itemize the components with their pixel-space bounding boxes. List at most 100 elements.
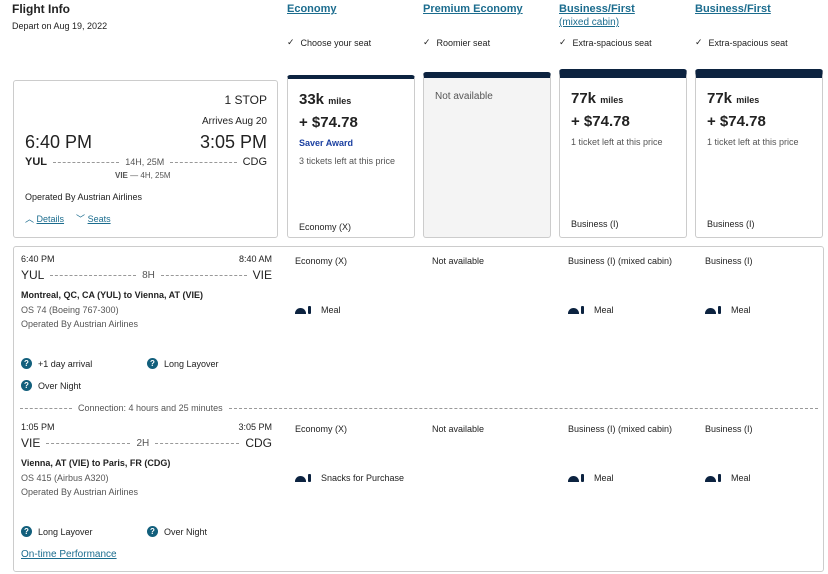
meal-icon xyxy=(295,474,313,482)
tickets-left: 3 tickets left at this price xyxy=(299,156,396,166)
segment-cabin: Business (I) xyxy=(705,256,753,266)
column-header-sub[interactable]: (mixed cabin) xyxy=(559,17,620,28)
segment-meal: Snacks for Purchase xyxy=(295,473,404,483)
details-toggle[interactable]: ︿ Details xyxy=(25,214,65,224)
column-header-link[interactable]: Premium Economy xyxy=(423,3,523,15)
segment-meal: Meal xyxy=(568,473,614,483)
segment-depart-time: 1:05 PM xyxy=(21,422,55,432)
segment-meal: Meal xyxy=(295,305,341,315)
segment-note[interactable]: ? Long Layover xyxy=(21,526,93,537)
meal-icon xyxy=(568,474,586,482)
segment-note[interactable]: ? Over Night xyxy=(147,526,207,537)
segment-flight: OS 74 (Boeing 767-300) xyxy=(21,305,119,315)
column-economy: Economy ✓ Choose your seat xyxy=(287,2,415,48)
help-icon[interactable]: ? xyxy=(147,526,158,537)
segment-note[interactable]: ? +1 day arrival xyxy=(21,358,92,369)
fare-card-business[interactable]: 77k miles + $74.78 1 ticket left at this… xyxy=(695,69,823,238)
segment-operated: Operated By Austrian Airlines xyxy=(21,487,139,497)
connection-text: Connection: 4 hours and 25 minutes xyxy=(78,403,223,413)
segment-note[interactable]: ? Over Night xyxy=(21,380,81,391)
fare-price: + $74.78 xyxy=(707,113,766,130)
fare-miles: 77k miles xyxy=(707,90,760,107)
fare-price: + $74.78 xyxy=(571,113,630,130)
flight-details-panel xyxy=(13,246,824,572)
depart-time: 6:40 PM xyxy=(25,132,93,152)
segment-duration: 2H xyxy=(136,437,150,449)
meal-icon xyxy=(295,306,313,314)
fare-card-economy[interactable]: 33k miles + $74.78 Saver Award 3 tickets… xyxy=(287,75,415,238)
help-icon[interactable]: ? xyxy=(21,380,32,391)
feature: ✓ Roomier seat xyxy=(423,37,491,48)
summary-links: ︿ Details ﹀ Seats xyxy=(25,212,111,225)
arrives-date: Arrives Aug 20 xyxy=(201,116,267,127)
column-premium-economy: Premium Economy ✓ Roomier seat xyxy=(423,2,551,48)
segment-operated: Operated By Austrian Airlines xyxy=(21,319,139,329)
chevron-up-icon: ︿ xyxy=(25,214,35,224)
duration: 14H, 25M xyxy=(125,157,165,167)
fare-miles: 33k miles xyxy=(299,91,352,108)
segment-meal: Meal xyxy=(705,473,751,483)
segment-cabin: Economy (X) xyxy=(295,256,348,266)
depart-date: Depart on Aug 19, 2022 xyxy=(12,21,108,31)
chevron-down-icon: ﹀ xyxy=(76,214,86,224)
segment-arrive-time: 3:05 PM xyxy=(238,422,272,432)
segment-cabin: Not available xyxy=(432,424,485,434)
page-title: Flight Info xyxy=(12,2,70,16)
feature: ✓ Choose your seat xyxy=(287,37,372,48)
column-header-link[interactable]: Business/First xyxy=(695,3,771,15)
column-business: Business/First ✓ Extra-spacious seat xyxy=(695,2,823,48)
segment-note[interactable]: ? Long Layover xyxy=(147,358,219,369)
fare-card-business-mixed[interactable]: 77k miles + $74.78 1 ticket left at this… xyxy=(559,69,687,238)
destination: CDG xyxy=(242,156,268,168)
segment-route-text: Vienna, AT (VIE) to Paris, FR (CDG) xyxy=(21,458,171,468)
segment-arrive-time: 8:40 AM xyxy=(238,254,272,264)
origin: YUL xyxy=(25,156,47,168)
tickets-left: 1 ticket left at this price xyxy=(707,137,799,147)
help-icon[interactable]: ? xyxy=(21,358,32,369)
layover-info: VIE — 4H, 25M xyxy=(115,171,171,180)
flight-summary-card: 1 STOP Arrives Aug 20 6:40 PM 3:05 PM YU… xyxy=(13,80,278,238)
meal-icon xyxy=(705,474,723,482)
segment-cabin: Business (I) xyxy=(705,424,753,434)
segment-origin: VIE xyxy=(21,436,41,450)
segment-destination: CDG xyxy=(245,436,272,450)
seats-toggle[interactable]: ﹀ Seats xyxy=(76,214,111,224)
segment-origin: YUL xyxy=(21,268,45,282)
segment-route-text: Montreal, QC, CA (YUL) to Vienna, AT (VI… xyxy=(21,290,204,300)
segment-duration: 8H xyxy=(142,269,155,281)
help-icon[interactable]: ? xyxy=(147,358,158,369)
fare-cabin: Business (I) xyxy=(571,219,619,229)
check-icon: ✓ xyxy=(559,37,567,47)
column-business-mixed: Business/First (mixed cabin) ✓ Extra-spac… xyxy=(559,2,687,48)
feature: ✓ Extra-spacious seat xyxy=(559,37,652,48)
segment-cabin: Business (I) (mixed cabin) xyxy=(568,256,673,266)
segment-meal: Meal xyxy=(705,305,751,315)
segment-route-line: VIE 2H CDG xyxy=(21,436,272,450)
flight-info-header: Flight Info Depart on Aug 19, 2022 xyxy=(12,2,107,31)
segment-cabin: Not available xyxy=(432,256,485,266)
meal-icon xyxy=(568,306,586,314)
segment-meal: Meal xyxy=(568,305,614,315)
connection-divider: Connection: 4 hours and 25 minutes xyxy=(20,403,818,413)
operated-by: Operated By Austrian Airlines xyxy=(25,192,143,202)
fare-miles: 77k miles xyxy=(571,90,624,107)
segment-cabin: Economy (X) xyxy=(295,424,348,434)
fare-price: + $74.78 xyxy=(299,114,358,131)
fare-card-premium-economy: Not available xyxy=(423,72,551,238)
check-icon: ✓ xyxy=(423,37,431,47)
not-available: Not available xyxy=(435,91,493,102)
fare-cabin: Economy (X) xyxy=(299,222,352,232)
segment-route-line: YUL 8H VIE xyxy=(21,268,272,282)
column-header-link[interactable]: Business/First xyxy=(559,3,635,15)
arrive-time: 3:05 PM xyxy=(199,132,267,152)
segment-flight: OS 415 (Airbus A320) xyxy=(21,473,109,483)
help-icon[interactable]: ? xyxy=(21,526,32,537)
check-icon: ✓ xyxy=(695,37,703,47)
fare-cabin: Business (I) xyxy=(707,219,755,229)
check-icon: ✓ xyxy=(287,37,295,47)
segment-cabin: Business (I) (mixed cabin) xyxy=(568,424,673,434)
meal-icon xyxy=(705,306,723,314)
on-time-performance-link[interactable]: On-time Performance xyxy=(21,549,117,560)
tickets-left: 1 ticket left at this price xyxy=(571,137,663,147)
column-header-link[interactable]: Economy xyxy=(287,3,337,15)
